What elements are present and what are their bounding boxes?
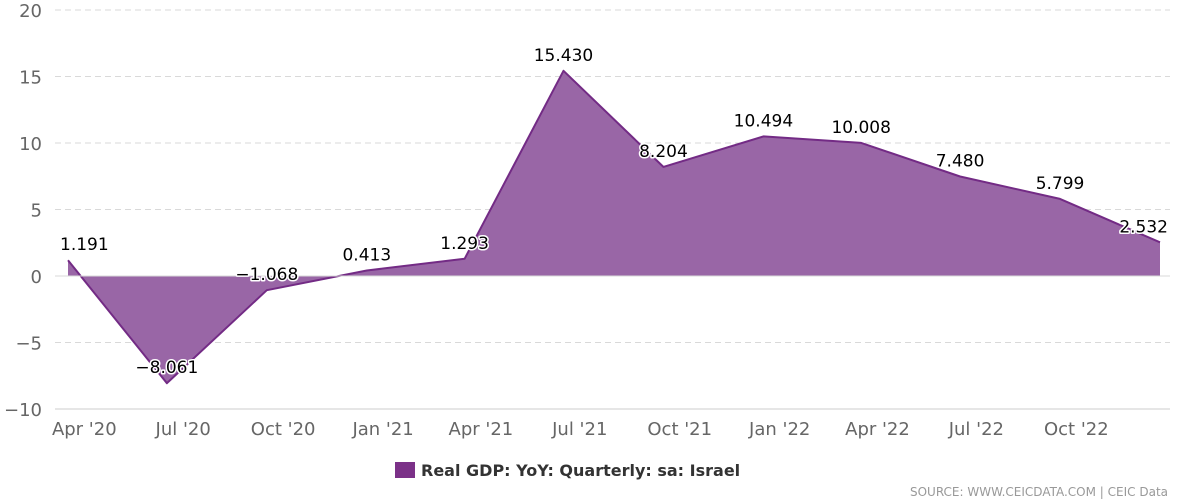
data-label: 5.799 — [1036, 174, 1085, 194]
x-axis-ticks: Apr '20 Jul '20 Oct '20 Jan '21 Apr '21 Jul '… — [52, 419, 1109, 440]
y-tick-label: −10 — [4, 400, 42, 421]
x-tick-label: Jul '21 — [551, 419, 607, 440]
data-label: −8.061 — [135, 358, 198, 378]
legend-label[interactable]: Real GDP: YoY: Quarterly: sa: Israel — [421, 461, 740, 480]
data-label: 1.191 — [60, 235, 109, 255]
data-label: 8.204 — [639, 142, 688, 162]
x-tick-label: Apr '22 — [845, 419, 910, 440]
x-tick-label: Oct '21 — [647, 419, 712, 440]
x-tick-label: Jul '20 — [155, 419, 211, 440]
data-label: 1.293 — [440, 234, 489, 254]
y-tick-label: 0 — [31, 267, 42, 288]
x-tick-label: Apr '21 — [449, 419, 514, 440]
legend[interactable]: Real GDP: YoY: Quarterly: sa: Israel — [395, 461, 740, 480]
y-tick-label: 20 — [19, 1, 42, 22]
x-tick-label: Jan '21 — [351, 419, 413, 440]
y-tick-label: 5 — [31, 201, 42, 222]
legend-swatch — [395, 462, 415, 478]
data-label: 10.494 — [734, 111, 793, 131]
y-tick-label: 10 — [19, 134, 42, 155]
data-label: 2.532 — [1119, 217, 1168, 237]
data-label: 7.480 — [936, 152, 985, 172]
data-label: −1.068 — [235, 265, 298, 285]
data-label: 10.008 — [831, 118, 890, 138]
x-tick-label: Jan '22 — [748, 419, 810, 440]
x-tick-label: Jul '22 — [948, 419, 1004, 440]
series-area — [68, 70, 1160, 384]
y-tick-label: −5 — [15, 334, 42, 355]
series-line — [67, 69, 1161, 385]
gridlines — [55, 9, 1170, 410]
data-labels: 1.191 −8.061 −1.068 0.413 1.293 15.430 8.204 10… — [59, 44, 1170, 379]
x-tick-label: Oct '22 — [1044, 419, 1109, 440]
y-axis-ticks: 20 15 10 5 0 −5 −10 — [4, 1, 42, 421]
data-label: 15.430 — [534, 46, 593, 66]
data-label: 0.413 — [342, 246, 391, 266]
x-tick-label: Oct '20 — [251, 419, 316, 440]
y-tick-label: 15 — [19, 68, 42, 89]
source-credit: SOURCE: WWW.CEICDATA.COM | CEIC Data — [910, 485, 1168, 499]
x-tick-label: Apr '20 — [52, 419, 117, 440]
